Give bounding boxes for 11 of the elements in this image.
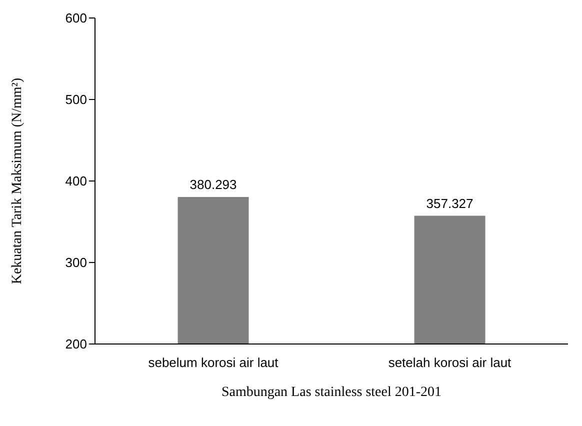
x-tick-label: setelah korosi air laut xyxy=(388,355,512,370)
y-tick-label: 200 xyxy=(65,336,87,352)
data-label: 357.327 xyxy=(426,196,474,211)
y-tick-label: 400 xyxy=(65,174,87,189)
x-tick-label: sebelum korosi air laut xyxy=(148,355,279,370)
y-tick-label: 600 xyxy=(65,10,87,26)
y-axis-title: Kekuatan Tarik Maksimum (N/mm²) xyxy=(10,78,25,284)
data-label: 380.293 xyxy=(190,177,237,192)
x-axis-title: Sambungan Las stainless steel 201-201 xyxy=(221,385,442,400)
y-tick-label: 300 xyxy=(65,255,87,270)
y-tick-label: 500 xyxy=(65,92,87,108)
